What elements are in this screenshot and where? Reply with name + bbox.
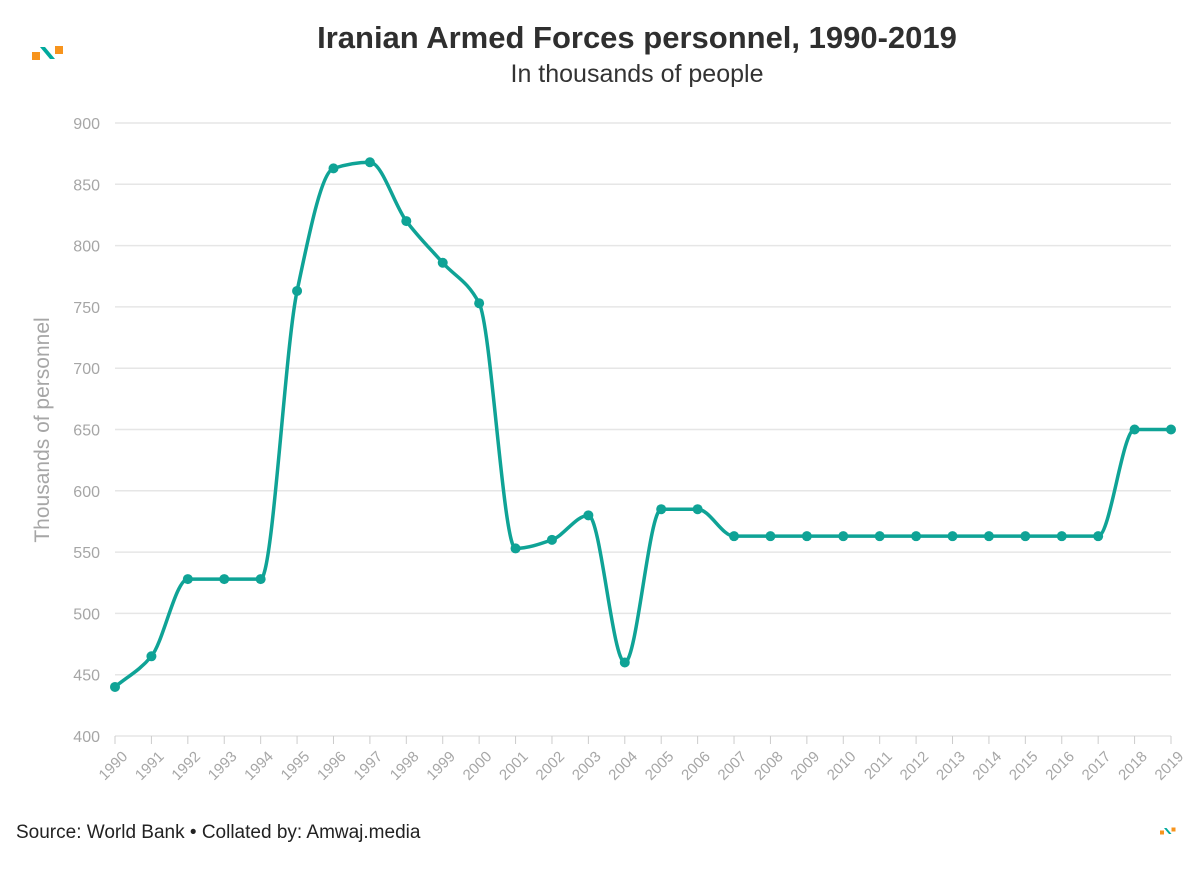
y-tick-label: 750 (73, 300, 100, 317)
data-point-2018[interactable] (1129, 424, 1140, 435)
x-tick-label: 2012 (897, 748, 933, 784)
y-tick-label: 550 (73, 545, 100, 562)
x-tick-label: 2017 (1079, 748, 1115, 784)
x-tick-label: 1996 (314, 748, 350, 784)
chart-subtitle: In thousands of people (510, 60, 764, 88)
data-point-1993[interactable] (219, 574, 230, 585)
data-point-1994[interactable] (255, 574, 266, 585)
data-point-2009[interactable] (801, 531, 812, 542)
amwaj-logo-small-icon (1160, 827, 1176, 835)
x-tick-label: 1995 (278, 748, 314, 784)
y-axis-label: Thousands of personnel (31, 317, 54, 542)
data-point-1992[interactable] (182, 574, 193, 585)
x-tick-label: 2000 (460, 748, 496, 784)
x-tick-label: 1993 (205, 748, 241, 784)
data-point-2012[interactable] (911, 531, 922, 542)
y-tick-label: 450 (73, 668, 100, 685)
y-tick-label: 400 (73, 729, 100, 746)
x-axis-ticks: 1990 1991 1992 1993 1994 1995 1996 1997 1998 1999… (96, 736, 1188, 784)
y-axis-ticks: 400 450 500 550 600 650 700 750 800 850 900 (73, 116, 100, 746)
data-point-1999[interactable] (437, 257, 448, 268)
x-tick-label: 2007 (715, 748, 751, 784)
data-point-2011[interactable] (874, 531, 885, 542)
x-tick-label: 2018 (1115, 748, 1151, 784)
data-point-2005[interactable] (656, 504, 667, 515)
y-tick-label: 850 (73, 177, 100, 194)
data-point-1997[interactable] (364, 157, 375, 168)
data-point-2015[interactable] (1020, 531, 1031, 542)
x-tick-label: 2016 (1042, 748, 1078, 784)
x-tick-label: 1999 (423, 748, 459, 784)
x-tick-label: 1998 (387, 748, 423, 784)
data-point-2003[interactable] (583, 510, 594, 521)
source-note: Source: World Bank • Collated by: Amwaj.… (16, 822, 421, 843)
data-point-2007[interactable] (729, 531, 740, 542)
chart-title: Iranian Armed Forces personnel, 1990-201… (317, 20, 957, 55)
data-point-2016[interactable] (1056, 531, 1067, 542)
data-point-1995[interactable] (292, 285, 303, 296)
x-tick-label: 2004 (605, 748, 641, 784)
x-tick-label: 2014 (969, 748, 1005, 784)
x-tick-label: 2005 (642, 748, 678, 784)
x-tick-label: 2006 (678, 748, 714, 784)
points-group (110, 157, 1176, 692)
data-point-1998[interactable] (401, 216, 412, 227)
series-line (113, 160, 1171, 689)
data-point-2002[interactable] (546, 534, 557, 545)
data-point-1991[interactable] (146, 651, 157, 662)
data-point-2001[interactable] (510, 543, 521, 554)
data-point-2006[interactable] (692, 504, 703, 515)
data-point-2010[interactable] (838, 531, 849, 542)
x-tick-label: 2010 (824, 748, 860, 784)
y-tick-label: 800 (73, 239, 100, 256)
y-tick-label: 600 (73, 484, 100, 501)
data-point-2008[interactable] (765, 531, 776, 542)
x-tick-label: 2015 (1006, 748, 1042, 784)
y-tick-label: 700 (73, 361, 100, 378)
data-point-2014[interactable] (983, 531, 994, 542)
x-tick-label: 2001 (496, 748, 532, 784)
x-tick-label: 2008 (751, 748, 787, 784)
data-point-2019[interactable] (1166, 424, 1176, 435)
x-tick-label: 1997 (350, 748, 386, 784)
y-tick-label: 900 (73, 116, 100, 133)
data-point-2004[interactable] (619, 657, 630, 668)
data-point-2000[interactable] (474, 298, 485, 309)
x-tick-label: 2011 (861, 748, 896, 783)
data-point-1990[interactable] (110, 681, 120, 692)
x-tick-label: 2002 (533, 748, 569, 784)
y-tick-label: 500 (73, 606, 100, 623)
data-point-2017[interactable] (1093, 531, 1104, 542)
x-tick-label: 2009 (787, 748, 823, 784)
x-tick-label: 1990 (96, 748, 132, 784)
x-tick-label: 1994 (241, 748, 277, 784)
x-tick-label: 2003 (569, 748, 605, 784)
data-point-2013[interactable] (947, 531, 958, 542)
x-tick-label: 2013 (933, 748, 969, 784)
data-point-1996[interactable] (328, 163, 339, 174)
x-tick-label: 1991 (132, 748, 168, 784)
x-tick-label: 2019 (1152, 748, 1188, 784)
amwaj-logo-icon (32, 46, 63, 60)
series-group (113, 160, 1171, 689)
x-tick-label: 1992 (168, 748, 204, 784)
y-tick-label: 650 (73, 423, 100, 440)
gridlines (115, 122, 1171, 737)
